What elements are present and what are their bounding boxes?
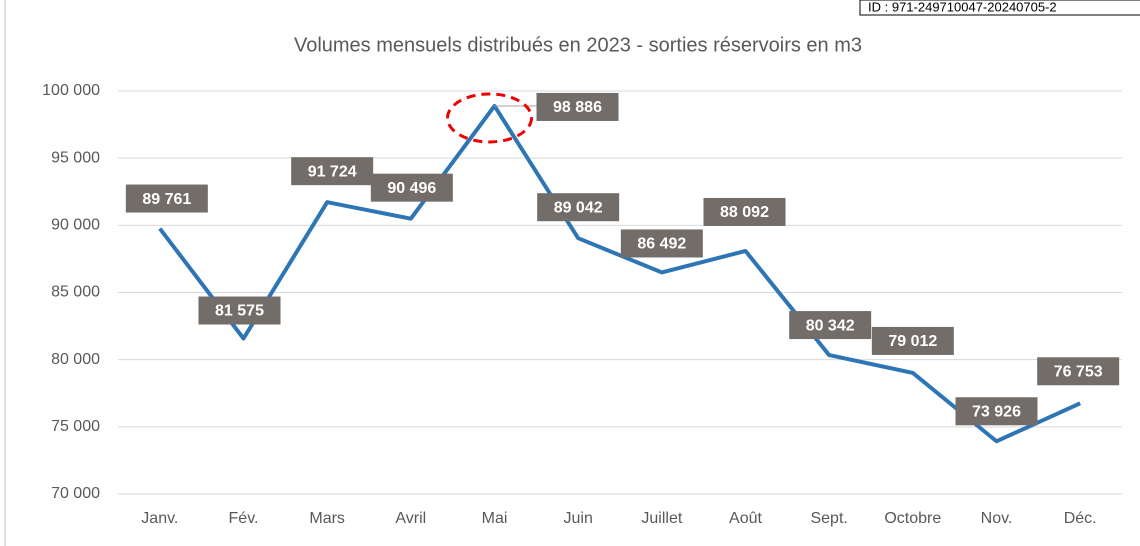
y-tick-label: 70 000	[51, 485, 100, 502]
line	[158, 103, 1081, 444]
x-tick-label: Sept.	[810, 510, 847, 527]
data-label: 98 886	[553, 99, 602, 116]
x-tick-label: Avril	[395, 510, 426, 527]
data-label-box	[955, 397, 1038, 426]
data-label-box	[1037, 357, 1120, 386]
data-label: 73 926	[972, 403, 1021, 420]
x-tick-label: Août	[729, 510, 762, 527]
data-label: 79 012	[888, 333, 937, 350]
data-label: 89 761	[142, 191, 191, 208]
x-tick-label: Janv.	[141, 510, 178, 527]
data-label-box	[536, 92, 619, 121]
y-tick-label: 90 000	[51, 217, 100, 234]
y-tick-label: 85 000	[51, 284, 100, 301]
data-label: 90 496	[387, 180, 436, 197]
data-label-box	[871, 326, 954, 355]
data-label-box	[198, 296, 281, 325]
data-label-box	[125, 184, 208, 213]
data-label-box	[291, 157, 374, 186]
x-tick-label: Nov.	[981, 510, 1013, 527]
x-tick-label: Déc.	[1064, 510, 1097, 527]
data-label: 80 342	[806, 317, 855, 334]
data-label: 81 575	[215, 303, 264, 320]
data-label-box	[620, 229, 703, 258]
data-label: 86 492	[637, 236, 686, 253]
x-tick-label: Fév.	[229, 510, 259, 527]
x-tick-label: Juin	[563, 510, 592, 527]
data-label: 88 092	[720, 204, 769, 221]
x-tick-label: Octobre	[884, 510, 941, 527]
x-tick-label: Juillet	[641, 510, 682, 527]
data-label: 89 042	[554, 199, 603, 216]
y-tick-label: 95 000	[51, 149, 100, 166]
x-tick-label: Mai	[482, 510, 508, 527]
y-tick-label: 100 000	[42, 82, 100, 99]
chart-title: Volumes mensuels distribués en 2023 - so…	[294, 34, 862, 56]
y-tick-label: 80 000	[51, 351, 100, 368]
id-box	[859, 0, 1140, 16]
data-label: 76 753	[1054, 364, 1103, 381]
y-tick-label: 75 000	[51, 418, 100, 435]
data-label-box	[703, 197, 786, 226]
data-label-box	[789, 311, 872, 340]
data-label: 91 724	[308, 163, 357, 180]
data-label-box	[537, 193, 620, 222]
x-tick-label: Mars	[309, 510, 345, 527]
data-label-box	[370, 173, 453, 202]
id-text: ID : 971-249710047-20240705-2	[868, 0, 1057, 14]
highlight-ellipse	[446, 92, 533, 144]
